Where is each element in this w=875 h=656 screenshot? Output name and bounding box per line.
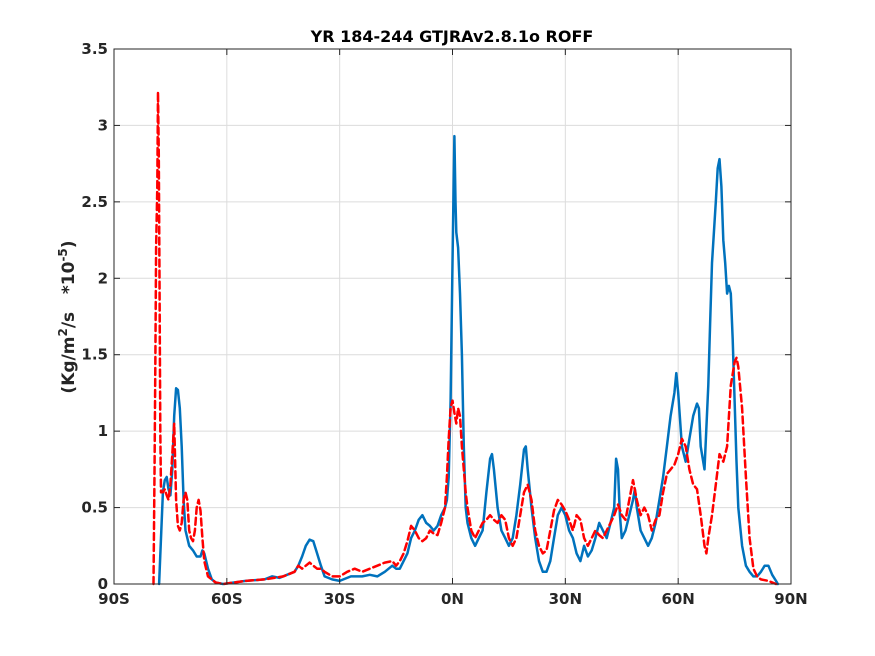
- y-tick-label: 2.5: [81, 193, 108, 211]
- x-tick-label: 60S: [211, 590, 243, 608]
- series-line-2: [152, 90, 778, 586]
- y-tick-labels: 0 0.5 1 1.5 2 2.5 3 3.5: [81, 40, 108, 593]
- x-tick-labels: 90S 60S 30S 0N 30N 60N 90N: [98, 590, 808, 608]
- x-tick-label: 30N: [549, 590, 582, 608]
- y-tick-label: 1.5: [81, 346, 108, 364]
- y-axis-label-exp: -5: [56, 248, 70, 261]
- y-tick-label: 1: [98, 422, 108, 440]
- y-tick-label: 3: [98, 116, 108, 134]
- y-axis-label-close: ): [59, 240, 79, 248]
- chart-title: YR 184-244 GTJRAv2.8.1o ROFF: [310, 27, 594, 46]
- x-tick-label: 90S: [98, 590, 130, 608]
- x-tick-label: 30S: [324, 590, 356, 608]
- y-axis-label-sup: 2: [56, 328, 70, 336]
- y-axis-label-mid: /s *10: [59, 261, 79, 328]
- y-axis-label: (Kg/m2/s *10-5): [56, 240, 79, 393]
- series-layer: [152, 90, 780, 586]
- x-tick-label: 90N: [774, 590, 807, 608]
- y-tick-label: 3.5: [81, 40, 108, 58]
- y-tick-label: 0: [98, 575, 108, 593]
- x-tick-label: 0N: [441, 590, 464, 608]
- y-axis-label-main: (Kg/m: [59, 337, 79, 394]
- y-tick-label: 0.5: [81, 499, 108, 517]
- y-tick-label: 2: [98, 269, 108, 287]
- axis-ticks: [113, 48, 792, 585]
- x-tick-label: 60N: [661, 590, 694, 608]
